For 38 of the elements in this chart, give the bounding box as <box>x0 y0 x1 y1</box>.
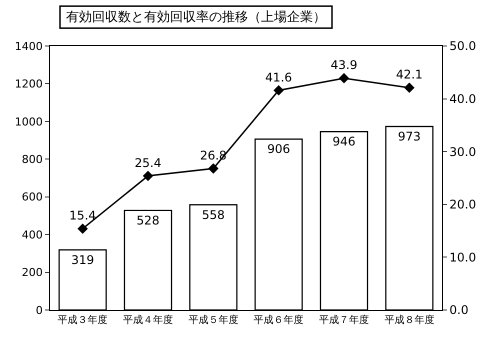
data-label: 41.6 <box>265 70 292 84</box>
point <box>77 223 88 234</box>
data-label: 946 <box>332 134 356 149</box>
point <box>208 163 219 174</box>
data-label: 319 <box>71 252 94 267</box>
y2-tick-label: 30.0 <box>449 144 476 159</box>
y-tick-label: 1200 <box>14 78 43 91</box>
data-label: 42.1 <box>396 68 423 82</box>
y2-tick-label: 20.0 <box>449 198 476 212</box>
x-tick-label: 平成７年度 <box>319 314 369 326</box>
point <box>273 85 284 96</box>
y2-tick-label: 40.0 <box>449 92 476 106</box>
y2-tick-label: 10.0 <box>449 250 476 264</box>
data-label: 906 <box>267 142 290 156</box>
y-tick-label: 600 <box>22 190 43 204</box>
x-tick-label: 平成６年度 <box>254 314 304 326</box>
y-tick-label: 0 <box>36 304 43 317</box>
data-label: 15.4 <box>69 208 96 223</box>
data-label: 558 <box>202 208 225 222</box>
x-tick-label: 平成５年度 <box>188 314 238 326</box>
chart-title: 有効回収数と有効回収率の推移（上場企業） <box>66 9 326 26</box>
data-label: 528 <box>136 213 160 228</box>
point <box>142 170 154 182</box>
data-label: 973 <box>398 130 421 144</box>
point <box>404 82 415 93</box>
x-tick-label: 平成３年度 <box>58 314 108 326</box>
y2-tick-label: 50.0 <box>449 39 476 54</box>
data-label: 43.9 <box>330 58 358 72</box>
x-tick-label: 平成８年度 <box>384 314 434 326</box>
y2-tick-label: 0.0 <box>449 303 468 318</box>
y-tick-label: 200 <box>22 266 43 280</box>
y-tick-label: 1400 <box>14 40 43 53</box>
x-tick-label: 平成４年度 <box>123 314 173 326</box>
y-tick-label: 1000 <box>14 115 43 128</box>
y-tick-label: 800 <box>22 152 43 166</box>
y-tick-label: 400 <box>22 228 43 242</box>
point <box>338 73 350 84</box>
data-label: 25.4 <box>134 156 162 170</box>
